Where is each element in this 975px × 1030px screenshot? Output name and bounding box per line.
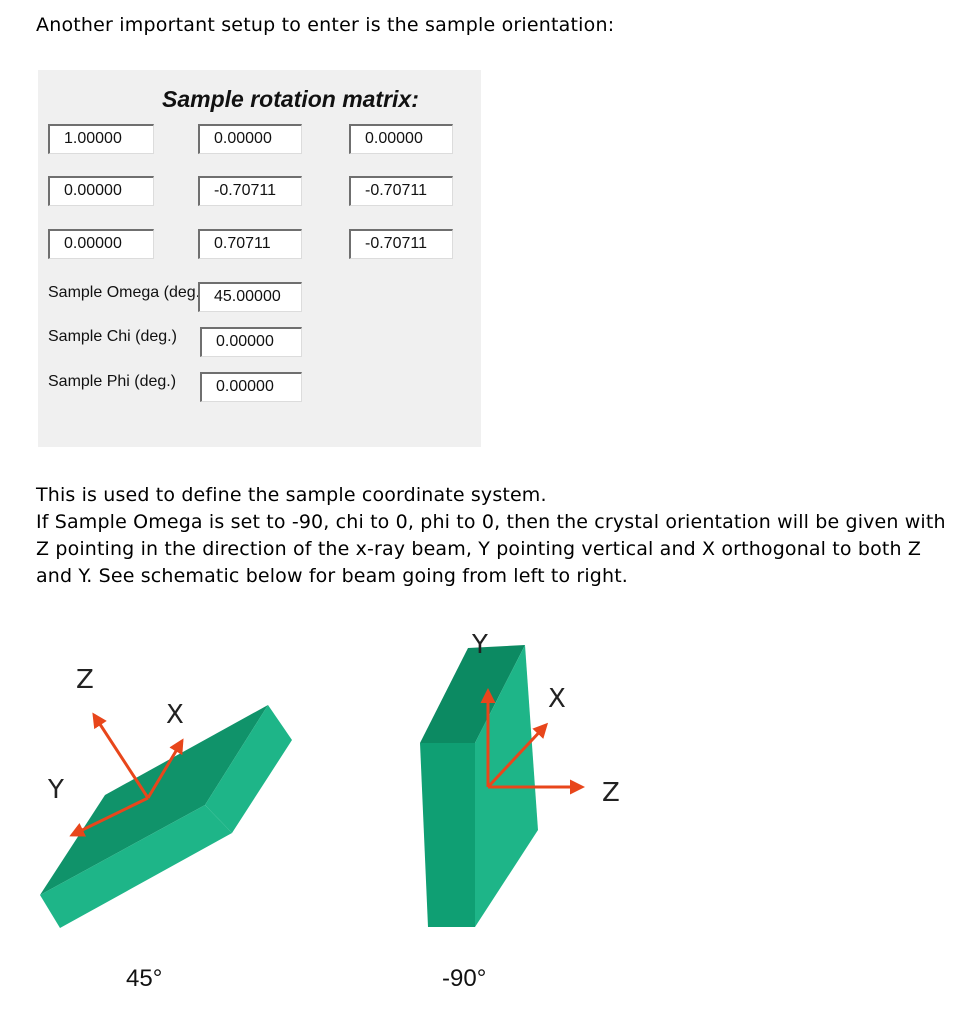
- label-45-z: Z: [76, 665, 94, 695]
- matrix-cell-r3c3[interactable]: -0.70711: [349, 229, 453, 259]
- sample-rotation-panel: Sample rotation matrix: 1.00000 0.00000 …: [38, 70, 481, 447]
- crystal-45: [40, 705, 292, 928]
- label-minus90-y: Y: [471, 630, 488, 660]
- label-45-y: Y: [47, 775, 64, 805]
- matrix-cell-r1c1[interactable]: 1.00000: [48, 124, 154, 154]
- intro-text: Another important setup to enter is the …: [36, 14, 615, 36]
- axis-45-x-arrow: [146, 738, 184, 799]
- phi-label: Sample Phi (deg.): [48, 373, 177, 390]
- matrix-cell-r3c2[interactable]: 0.70711: [198, 229, 302, 259]
- crystal-minus90-front-face: [420, 743, 475, 927]
- description-line-1: This is used to define the sample coordi…: [36, 484, 547, 506]
- label-45-x: X: [166, 700, 184, 730]
- crystal-45-front-face: [40, 805, 232, 928]
- matrix-cell-r2c2[interactable]: -0.70711: [198, 176, 302, 206]
- omega-input[interactable]: 45.00000: [198, 282, 302, 312]
- caption-45: 45°: [126, 965, 163, 992]
- crystal-minus90-top-face: [420, 645, 525, 743]
- phi-input[interactable]: 0.00000: [200, 372, 302, 402]
- matrix-cell-r1c3[interactable]: 0.00000: [349, 124, 453, 154]
- description-paragraph: This is used to define the sample coordi…: [36, 482, 956, 590]
- caption-minus90: -90°: [442, 965, 487, 992]
- crystal-45-top-face: [40, 705, 268, 895]
- axes-45: [69, 712, 184, 837]
- panel-title: Sample rotation matrix:: [162, 86, 419, 112]
- omega-label: Sample Omega (deg.): [48, 284, 206, 301]
- axes-minus90: [480, 688, 585, 795]
- axis-minus90-x-arrow: [486, 722, 549, 789]
- matrix-cell-r3c1[interactable]: 0.00000: [48, 229, 154, 259]
- chi-input[interactable]: 0.00000: [200, 327, 302, 357]
- label-minus90-x: X: [548, 684, 566, 714]
- orientation-svg: Z X Y Y X Z: [40, 630, 620, 928]
- chi-label: Sample Chi (deg.): [48, 328, 177, 345]
- crystal-45-side-face: [205, 705, 292, 833]
- axis-45-z-arrow: [92, 712, 150, 799]
- description-line-2: If Sample Omega is set to -90, chi to 0,…: [36, 511, 946, 587]
- label-minus90-z: Z: [602, 778, 620, 808]
- matrix-cell-r1c2[interactable]: 0.00000: [198, 124, 302, 154]
- matrix-cell-r2c3[interactable]: -0.70711: [349, 176, 453, 206]
- axis-45-y-arrow: [69, 796, 149, 837]
- matrix-cell-r2c1[interactable]: 0.00000: [48, 176, 154, 206]
